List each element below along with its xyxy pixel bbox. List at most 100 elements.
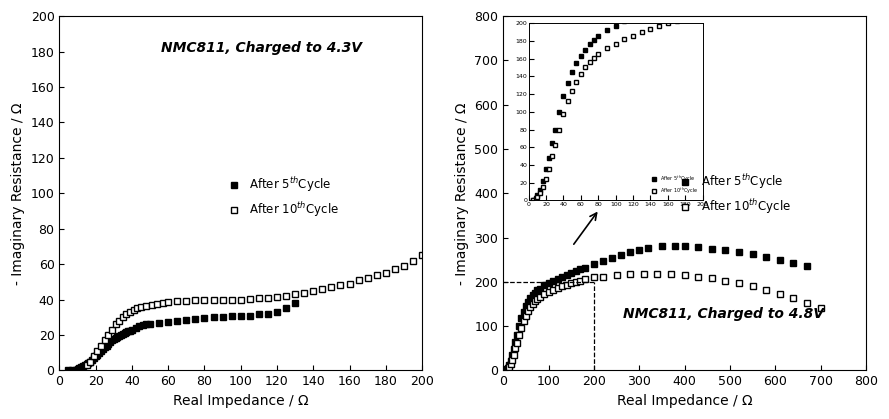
After 10$^{th}$Cycle: [172, 299, 182, 304]
After 10$^{th}$Cycle: [308, 288, 318, 293]
After 5$^{th}$Cycle: [670, 244, 681, 249]
After 10$^{th}$Cycle: [181, 299, 192, 304]
After 10$^{th}$Cycle: [110, 322, 121, 327]
Line: After 5$^{th}$Cycle: After 5$^{th}$Cycle: [502, 243, 811, 374]
After 10$^{th}$Cycle: [244, 296, 255, 301]
X-axis label: Real Impedance / Ω: Real Impedance / Ω: [173, 394, 308, 408]
Legend: After 5$^{th}$Cycle, After 10$^{th}$Cycle: After 5$^{th}$Cycle, After 10$^{th}$Cycl…: [669, 167, 796, 220]
After 10$^{th}$Cycle: [335, 283, 346, 288]
After 10$^{th}$Cycle: [96, 343, 107, 348]
After 10$^{th}$Cycle: [92, 349, 103, 354]
After 5$^{th}$Cycle: [657, 244, 668, 249]
After 10$^{th}$Cycle: [625, 272, 636, 277]
After 5$^{th}$Cycle: [543, 281, 554, 286]
After 5$^{th}$Cycle: [693, 245, 703, 250]
After 10$^{th}$Cycle: [516, 325, 526, 330]
After 5$^{th}$Cycle: [557, 275, 567, 280]
After 5$^{th}$Cycle: [530, 290, 541, 295]
After 10$^{th}$Cycle: [518, 318, 529, 323]
After 5$^{th}$Cycle: [561, 273, 572, 278]
After 10$^{th}$Cycle: [157, 300, 168, 305]
After 10$^{th}$Cycle: [514, 333, 525, 338]
After 5$^{th}$Cycle: [606, 256, 617, 261]
After 10$^{th}$Cycle: [802, 300, 813, 305]
After 10$^{th}$Cycle: [217, 297, 228, 302]
After 5$^{th}$Cycle: [643, 246, 653, 251]
After 5$^{th}$Cycle: [501, 368, 511, 373]
After 5$^{th}$Cycle: [77, 364, 88, 369]
After 10$^{th}$Cycle: [136, 304, 147, 309]
Line: After 10$^{th}$Cycle: After 10$^{th}$Cycle: [84, 253, 425, 368]
After 10$^{th}$Cycle: [363, 276, 373, 281]
After 10$^{th}$Cycle: [788, 296, 798, 301]
After 5$^{th}$Cycle: [575, 267, 586, 272]
After 10$^{th}$Cycle: [124, 310, 135, 315]
After 5$^{th}$Cycle: [534, 286, 545, 291]
After 10$^{th}$Cycle: [84, 359, 95, 364]
After 10$^{th}$Cycle: [666, 272, 677, 277]
After 10$^{th}$Cycle: [552, 286, 563, 291]
After 10$^{th}$Cycle: [543, 290, 554, 295]
After 10$^{th}$Cycle: [417, 253, 428, 258]
After 5$^{th}$Cycle: [532, 288, 542, 293]
After 10$^{th}$Cycle: [100, 338, 110, 343]
After 5$^{th}$Cycle: [788, 260, 798, 265]
After 10$^{th}$Cycle: [509, 352, 519, 357]
After 10$^{th}$Cycle: [272, 295, 283, 300]
After 10$^{th}$Cycle: [597, 274, 608, 279]
After 5$^{th}$Cycle: [525, 296, 536, 301]
After 5$^{th}$Cycle: [518, 309, 529, 314]
After 5$^{th}$Cycle: [103, 341, 114, 347]
After 5$^{th}$Cycle: [539, 283, 549, 288]
After 10$^{th}$Cycle: [501, 368, 511, 373]
After 10$^{th}$Cycle: [107, 327, 117, 332]
After 10$^{th}$Cycle: [504, 365, 515, 370]
After 5$^{th}$Cycle: [507, 352, 517, 357]
After 5$^{th}$Cycle: [84, 359, 95, 364]
After 10$^{th}$Cycle: [501, 367, 512, 372]
After 10$^{th}$Cycle: [815, 306, 826, 311]
After 10$^{th}$Cycle: [147, 303, 157, 308]
After 10$^{th}$Cycle: [523, 309, 533, 314]
After 5$^{th}$Cycle: [616, 253, 627, 258]
After 10$^{th}$Cycle: [190, 298, 201, 303]
After 10$^{th}$Cycle: [103, 333, 114, 338]
After 5$^{th}$Cycle: [514, 323, 525, 328]
After 10$^{th}$Cycle: [693, 274, 703, 279]
X-axis label: Real Impedance / Ω: Real Impedance / Ω: [617, 394, 752, 408]
After 5$^{th}$Cycle: [679, 244, 690, 249]
After 10$^{th}$Cycle: [521, 313, 532, 318]
After 5$^{th}$Cycle: [707, 246, 717, 251]
After 5$^{th}$Cycle: [566, 271, 577, 276]
Line: After 10$^{th}$Cycle: After 10$^{th}$Cycle: [502, 270, 824, 374]
After 5$^{th}$Cycle: [504, 362, 515, 367]
After 5$^{th}$Cycle: [502, 365, 513, 370]
After 10$^{th}$Cycle: [398, 264, 409, 269]
After 10$^{th}$Cycle: [525, 305, 536, 310]
Y-axis label: - Imaginary Resistance / Ω: - Imaginary Resistance / Ω: [455, 102, 469, 285]
After 10$^{th}$Cycle: [511, 340, 522, 345]
After 5$^{th}$Cycle: [290, 300, 300, 305]
After 10$^{th}$Cycle: [132, 306, 143, 311]
After 10$^{th}$Cycle: [199, 297, 210, 302]
After 10$^{th}$Cycle: [326, 285, 337, 290]
After 10$^{th}$Cycle: [89, 354, 100, 359]
After 5$^{th}$Cycle: [521, 304, 532, 309]
After 10$^{th}$Cycle: [506, 361, 517, 366]
After 10$^{th}$Cycle: [128, 308, 139, 313]
After 5$^{th}$Cycle: [527, 292, 538, 297]
After 10$^{th}$Cycle: [548, 287, 558, 292]
After 10$^{th}$Cycle: [707, 276, 717, 281]
After 10$^{th}$Cycle: [557, 284, 567, 289]
After 10$^{th}$Cycle: [81, 362, 92, 367]
After 10$^{th}$Cycle: [227, 297, 237, 302]
After 10$^{th}$Cycle: [281, 294, 292, 299]
After 10$^{th}$Cycle: [290, 292, 300, 297]
After 10$^{th}$Cycle: [580, 277, 590, 282]
After 5$^{th}$Cycle: [506, 358, 517, 363]
Y-axis label: - Imaginary Resistance / Ω: - Imaginary Resistance / Ω: [11, 102, 25, 285]
After 5$^{th}$Cycle: [63, 368, 74, 373]
After 10$^{th}$Cycle: [534, 295, 545, 300]
After 10$^{th}$Cycle: [652, 272, 662, 277]
After 5$^{th}$Cycle: [511, 333, 522, 338]
